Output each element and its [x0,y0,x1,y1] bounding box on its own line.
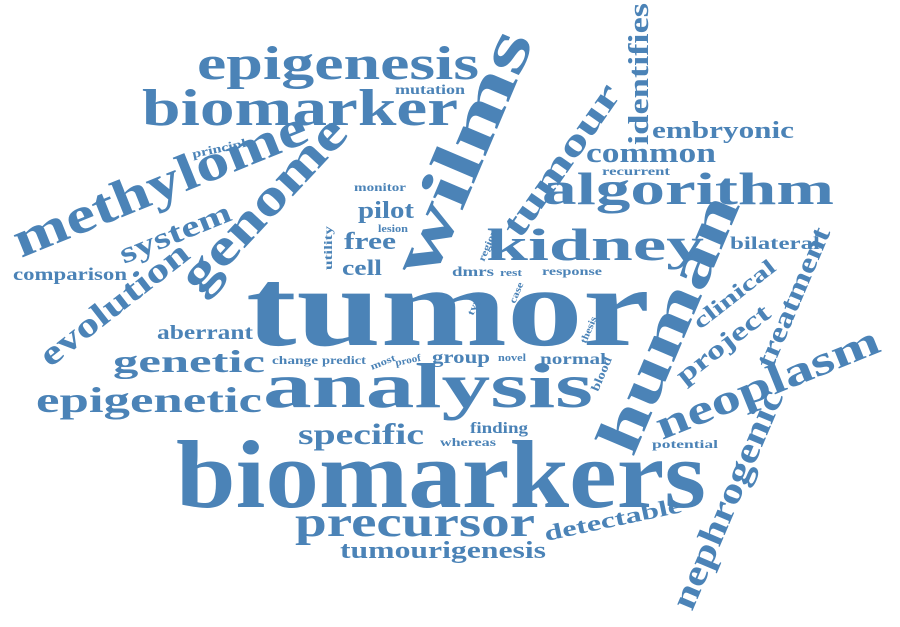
word-bilateral: bilateral [730,233,820,253]
word-precursor: precursor [295,500,535,546]
word-tumor: tumor [246,246,650,370]
word-specific: specific [298,418,424,451]
word-utility: utility [321,226,335,270]
word-rest: rest [500,267,522,279]
word-novel: novel [498,353,526,364]
word-cell: cell [342,255,382,280]
word-mutation: mutation [395,83,465,98]
word-embryonic: embryonic [652,118,794,144]
word-dmrs: dmrs [452,265,495,280]
word-epigenetic: epigenetic [36,380,262,420]
word-lesion: lesion [378,224,409,235]
word-monitor: monitor [354,180,407,194]
word-recurrent: recurrent [602,164,670,178]
word-potential: potential [652,437,719,451]
word-common: common [586,138,717,169]
word-change: change [272,353,319,367]
word-finding: finding [470,420,528,437]
word-tumourigenesis: tumourigenesis [340,538,546,564]
word-aberrant: aberrant [157,322,253,344]
word-whereas: whereas [440,435,496,449]
word-biomarkers: biomarkers [176,421,706,528]
word-epigenesis: epigenesis [197,37,479,90]
word-predict: predict [322,353,366,367]
word-biomarker: biomarker [142,80,458,137]
word-free: free [344,229,396,255]
word-analysis: analysis [263,350,593,421]
word-identifies: identifies [624,3,655,145]
word-proof: proof [394,353,422,369]
word-response: response [542,264,603,278]
word-kidney: kidney [486,219,704,270]
word-pilot: pilot [358,198,414,224]
word-algorithm: algorithm [542,163,834,214]
word-normal: normal [540,351,607,368]
word-comparison: comparison [13,264,127,284]
word-genetic: genetic [113,343,265,379]
word-group: group [432,347,490,367]
